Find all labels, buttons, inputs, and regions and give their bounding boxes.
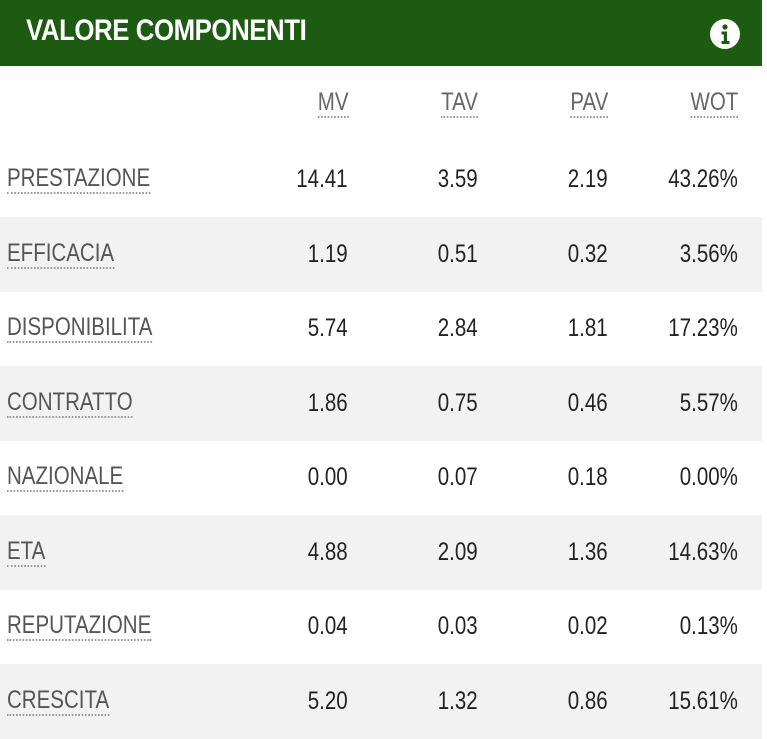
table-row: EFFICACIA 1.19 0.51 0.32 3.56% [0, 216, 762, 292]
row-label: CRESCITA [7, 685, 110, 716]
column-header: PAV [570, 88, 608, 118]
row-label: DISPONIBILITA [7, 313, 153, 343]
value-cell: 0.18 [568, 463, 608, 491]
column-header: MV [317, 88, 348, 118]
value-cell: 43.26% [668, 165, 738, 193]
row-label: CONTRATTO [7, 387, 133, 418]
table-row: DISPONIBILITA 5.74 2.84 1.81 17.23% [0, 291, 762, 366]
value-cell: 1.86 [308, 388, 348, 417]
row-label: EFFICACIA [7, 238, 115, 269]
header-title: VALORE COMPONENTI [26, 14, 307, 47]
value-cell: 14.41 [296, 165, 348, 193]
value-cell: 1.19 [308, 239, 348, 268]
value-cell: 0.46 [568, 388, 608, 417]
table-row: REPUTAZIONE 0.04 0.03 0.02 0.13% [0, 589, 762, 664]
table-row: NAZIONALE 0.00 0.07 0.18 0.00% [0, 440, 762, 515]
table-row: CRESCITA 5.20 1.32 0.86 15.61% [0, 663, 762, 739]
value-cell: 2.19 [568, 165, 608, 193]
value-cell: 0.51 [438, 239, 478, 268]
info-icon[interactable] [709, 18, 741, 50]
row-label: ETA [7, 536, 46, 567]
column-header-row: MV TAV PAV WOT [0, 66, 762, 140]
value-cell: 0.00% [679, 463, 738, 491]
value-cell: 15.61% [668, 686, 738, 715]
value-cell: 2.09 [438, 537, 478, 566]
header-bar: VALORE COMPONENTI [0, 0, 762, 66]
value-cell: 4.88 [308, 537, 348, 566]
value-cell: 3.56% [679, 239, 738, 268]
value-cell: 3.59 [438, 165, 478, 193]
column-header: WOT [690, 88, 738, 118]
value-cell: 0.07 [438, 463, 478, 491]
value-cell: 0.86 [568, 686, 608, 715]
value-cell: 0.75 [438, 388, 478, 417]
value-cell: 5.20 [308, 686, 348, 715]
value-cell: 1.36 [568, 537, 608, 566]
row-label: PRESTAZIONE [7, 164, 151, 194]
value-cell: 5.74 [308, 314, 348, 342]
value-cell: 1.32 [438, 686, 478, 715]
table-row: CONTRATTO 1.86 0.75 0.46 5.57% [0, 365, 762, 441]
value-cell: 0.13% [679, 612, 738, 640]
value-cell: 14.63% [668, 537, 738, 566]
value-cell: 0.02 [568, 612, 608, 640]
row-label: REPUTAZIONE [7, 611, 152, 641]
value-cell: 2.84 [438, 314, 478, 342]
table-row: PRESTAZIONE 14.41 3.59 2.19 43.26% [0, 142, 762, 217]
value-cell: 0.03 [438, 612, 478, 640]
value-cell: 0.00 [308, 463, 348, 491]
value-cell: 0.32 [568, 239, 608, 268]
column-header: TAV [441, 88, 478, 118]
table-row: ETA 4.88 2.09 1.36 14.63% [0, 514, 762, 590]
value-cell: 1.81 [568, 314, 608, 342]
value-cell: 5.57% [679, 388, 738, 417]
row-label: NAZIONALE [7, 462, 124, 492]
value-cell: 17.23% [668, 314, 738, 342]
value-cell: 0.04 [308, 612, 348, 640]
